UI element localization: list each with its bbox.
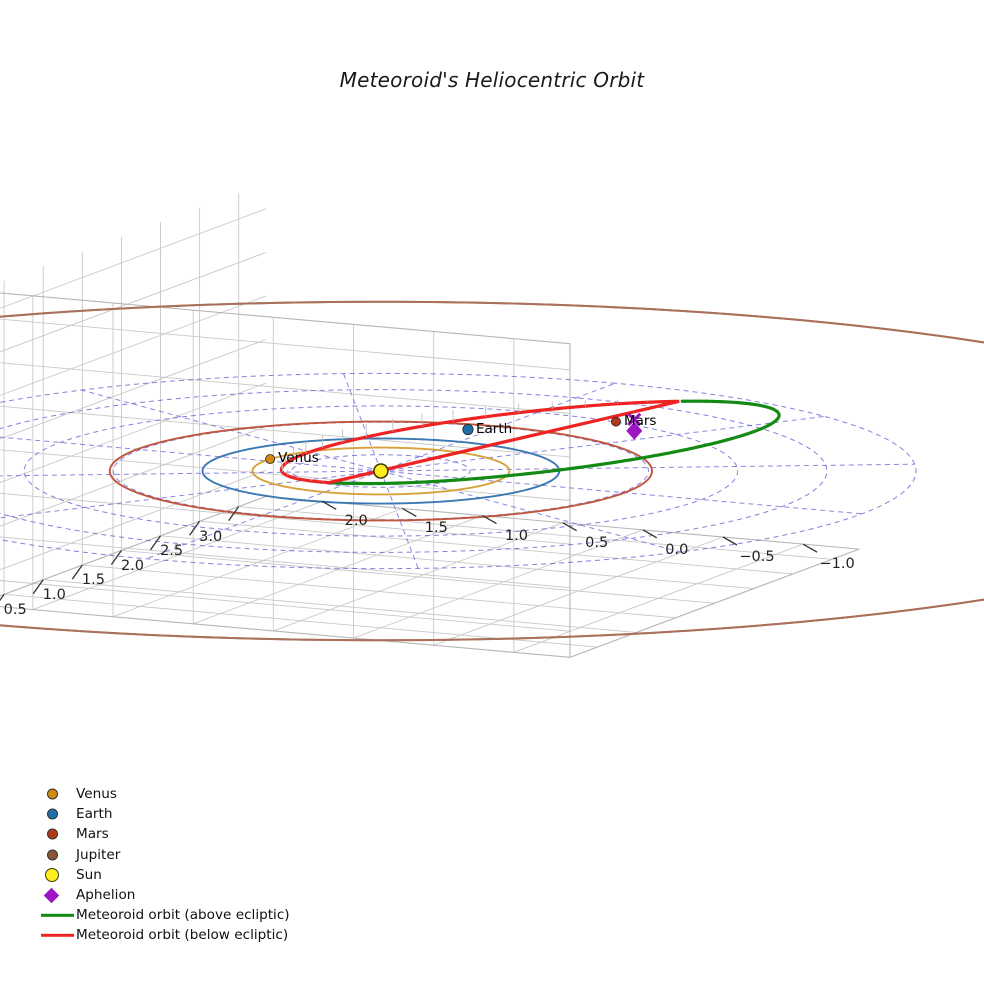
meteoroid-drop-lines xyxy=(281,399,677,483)
legend-label: Venus xyxy=(76,786,117,803)
x-tick-2: 1.0 xyxy=(42,587,66,604)
x-tick-5: 2.5 xyxy=(160,543,184,560)
legend-marker-0 xyxy=(38,784,76,804)
line-swatch-icon xyxy=(41,914,74,917)
legend-label: Meteoroid orbit (below ecliptic) xyxy=(76,927,289,944)
sun-marker xyxy=(373,463,389,479)
diamond-marker-icon xyxy=(43,887,59,903)
venus-label: Venus xyxy=(278,449,319,466)
legend-label: Meteoroid orbit (above ecliptic) xyxy=(76,907,290,924)
legend-item-sun[interactable]: Sun xyxy=(38,865,338,885)
legend-item-jupiter[interactable]: Jupiter xyxy=(38,845,338,865)
legend-item-aphelion[interactable]: Aphelion xyxy=(38,885,338,905)
legend-marker-2 xyxy=(38,824,76,844)
legend: Venus Earth Mars Jupiter Sun Aphelion Meteoroi… xyxy=(38,784,338,946)
legend-label: Aphelion xyxy=(76,887,136,904)
dot-marker-icon xyxy=(46,788,58,800)
x-tick-6: 3.0 xyxy=(199,528,223,545)
mars-marker xyxy=(611,416,621,427)
legend-item-meteoroid-orbit-above-ecliptic[interactable]: Meteoroid orbit (above ecliptic) xyxy=(38,905,338,925)
x-tick-4: 2.0 xyxy=(120,557,145,574)
pane-grid xyxy=(0,192,860,658)
y-tick-4: 1.0 xyxy=(504,527,529,544)
y-tick-1: −0.5 xyxy=(739,548,775,565)
legend-marker-7 xyxy=(38,925,76,945)
body-markers xyxy=(265,412,643,479)
dot-marker-icon xyxy=(46,808,58,820)
mars-label: Mars xyxy=(623,412,657,429)
y-tick-6: 2.0 xyxy=(344,513,368,530)
legend-label: Mars xyxy=(76,826,109,843)
dot-marker-icon xyxy=(46,828,58,840)
y-tick-0: −1.0 xyxy=(819,556,855,573)
legend-marker-6 xyxy=(38,905,76,925)
aphelion-cross-icon xyxy=(627,412,642,426)
x-tick-3: 1.5 xyxy=(81,572,105,589)
y-tick-5: 1.5 xyxy=(424,520,448,537)
orbit-mars xyxy=(108,420,653,522)
earth-marker xyxy=(462,423,474,436)
legend-marker-5 xyxy=(38,885,76,905)
dot-marker-icon xyxy=(45,867,59,882)
legend-label: Jupiter xyxy=(76,846,121,863)
legend-marker-3 xyxy=(38,845,76,865)
earth-label: Earth xyxy=(475,420,513,437)
line-swatch-icon xyxy=(41,934,74,937)
legend-item-mars[interactable]: Mars xyxy=(38,824,338,844)
y-tick-2: 0.0 xyxy=(665,541,689,558)
meteoroid-orbit xyxy=(279,399,781,486)
legend-label: Sun xyxy=(76,866,102,883)
legend-marker-1 xyxy=(38,804,76,824)
meteoroid-orbit-above-ecliptic xyxy=(329,399,781,486)
legend-marker-4 xyxy=(38,865,76,885)
dot-marker-icon xyxy=(46,849,58,861)
y-tick-3: 0.5 xyxy=(585,534,609,551)
aphelion-marker xyxy=(626,421,643,440)
meteoroid-orbit-below-ecliptic xyxy=(279,399,680,485)
legend-label: Earth xyxy=(76,806,113,823)
legend-item-meteoroid-orbit-below-ecliptic[interactable]: Meteoroid orbit (below ecliptic) xyxy=(38,925,338,945)
legend-item-earth[interactable]: Earth xyxy=(38,804,338,824)
venus-marker xyxy=(265,454,276,464)
ecliptic-polar-grid xyxy=(0,372,917,570)
legend-item-venus[interactable]: Venus xyxy=(38,784,338,804)
page-title: Meteoroid's Heliocentric Orbit xyxy=(339,68,645,92)
x-tick-1: 0.5 xyxy=(3,601,27,618)
